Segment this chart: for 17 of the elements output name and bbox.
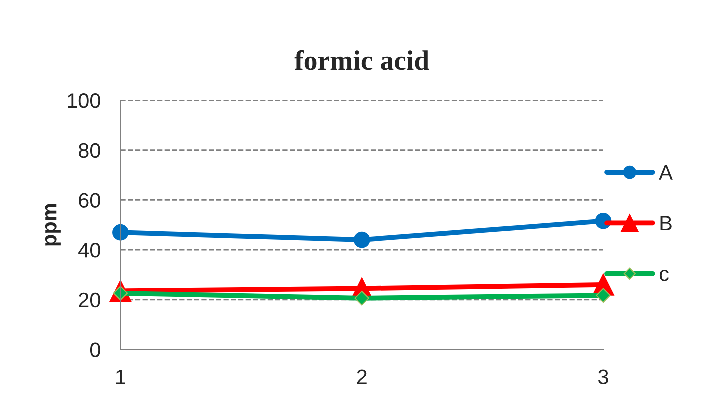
- legend-label: c: [660, 270, 669, 282]
- chart-title: formic acid: [294, 50, 430, 70]
- y-tick-label: 0: [90, 342, 100, 358]
- y-tick-label: 80: [78, 143, 100, 158]
- y-tick-label: 40: [78, 243, 100, 258]
- y-axis-title: ppm: [45, 204, 61, 246]
- y-tick-label: 20: [79, 292, 100, 308]
- x-tick-label: 3: [598, 370, 608, 384]
- y-tick-label: 60: [79, 193, 100, 208]
- x-tick-label: 1: [116, 370, 126, 384]
- legend-label: A: [659, 166, 673, 180]
- point: [354, 232, 370, 248]
- legend-label: B: [660, 216, 672, 231]
- y-tick-label: 100: [68, 94, 100, 108]
- point: [596, 288, 611, 304]
- point: [354, 291, 370, 306]
- x-tick-label: 2: [357, 370, 367, 384]
